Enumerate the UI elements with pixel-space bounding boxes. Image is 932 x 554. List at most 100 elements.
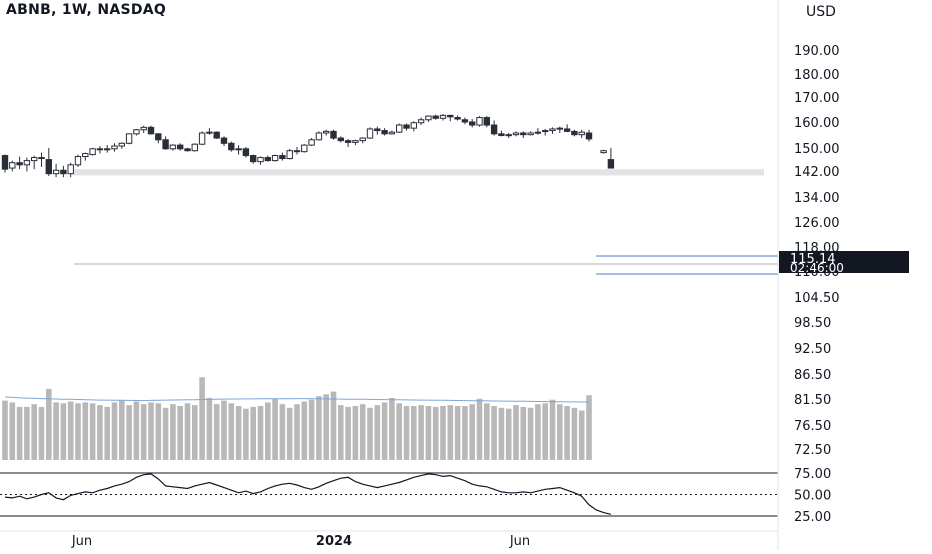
volume-bar bbox=[250, 406, 256, 460]
candle-body bbox=[242, 148, 250, 157]
candle-body bbox=[315, 132, 323, 141]
volume-bar bbox=[549, 399, 556, 460]
candle-body bbox=[585, 132, 593, 140]
volume-bar bbox=[301, 401, 308, 460]
candle-body bbox=[381, 130, 388, 135]
volume-bar bbox=[367, 407, 373, 460]
currency-selector[interactable]: USD bbox=[806, 4, 836, 20]
volume-bar bbox=[345, 406, 351, 460]
rsi-axis[interactable]: 75.00 50.00 25.00 bbox=[794, 467, 831, 525]
price-tick-label: 160.00 bbox=[794, 116, 840, 131]
price-tick-label: 86.50 bbox=[794, 368, 831, 383]
candle-body bbox=[301, 144, 308, 153]
candle-body bbox=[359, 137, 366, 142]
candle-body bbox=[147, 126, 155, 135]
candle-body bbox=[235, 148, 242, 151]
symbol-title[interactable]: ABNB, 1W, NASDAQ bbox=[6, 2, 167, 18]
candle-body bbox=[45, 159, 52, 175]
price-tick-label: 72.50 bbox=[794, 443, 831, 458]
last-price-label: 115.14 02:46:00 bbox=[779, 251, 909, 275]
candle-body bbox=[571, 130, 578, 136]
volume-bar bbox=[53, 402, 59, 460]
volume-bar bbox=[265, 402, 271, 460]
candle-body bbox=[184, 148, 191, 152]
volume-bar bbox=[294, 404, 300, 460]
candle-body bbox=[425, 115, 432, 121]
candle-body bbox=[578, 131, 585, 136]
candle-body bbox=[206, 131, 213, 134]
candle-body bbox=[337, 137, 345, 142]
volume-bar bbox=[498, 407, 505, 460]
candle-body bbox=[417, 119, 425, 124]
candle-body bbox=[82, 153, 89, 158]
volume-bar bbox=[513, 405, 519, 460]
volume-bar bbox=[199, 377, 205, 460]
candle-body bbox=[527, 132, 534, 136]
last-price-label-bg bbox=[779, 251, 909, 273]
volume-bar bbox=[111, 402, 118, 460]
candle-body bbox=[374, 128, 381, 132]
time-axis-label: 2024 bbox=[316, 534, 352, 549]
rsi-tick-label: 25.00 bbox=[794, 510, 831, 525]
rsi-tick-label: 50.00 bbox=[794, 489, 831, 504]
candle-body bbox=[38, 157, 45, 160]
candle-body bbox=[89, 148, 96, 156]
candle-body bbox=[257, 157, 264, 163]
volume-bar bbox=[286, 407, 293, 460]
last-price-value: 115.14 bbox=[790, 252, 836, 267]
volume-bar bbox=[155, 403, 162, 460]
time-axis-label: Jun bbox=[71, 534, 92, 549]
volume-bar bbox=[476, 398, 483, 460]
volume-bar bbox=[75, 403, 81, 460]
candle-body bbox=[96, 148, 104, 151]
volume-bar bbox=[381, 402, 388, 460]
volume-bar bbox=[484, 403, 490, 460]
candle-body bbox=[169, 144, 177, 150]
volume-bar bbox=[60, 403, 67, 460]
price-tick-label: 150.00 bbox=[794, 142, 840, 157]
volume-bar bbox=[330, 391, 337, 460]
volume-bar bbox=[243, 408, 249, 460]
countdown-timer: 02:46:00 bbox=[790, 261, 844, 275]
candle-body bbox=[439, 114, 447, 119]
candle-body bbox=[308, 139, 315, 146]
candle-body bbox=[352, 140, 359, 143]
price-tick-label: 142.00 bbox=[794, 165, 840, 180]
candle-body bbox=[23, 160, 31, 166]
candle-body bbox=[330, 130, 337, 139]
candle-body bbox=[220, 137, 228, 144]
candle-body bbox=[250, 155, 257, 163]
candle-body bbox=[388, 131, 396, 135]
volume-bar bbox=[2, 400, 8, 460]
candle-body bbox=[600, 150, 607, 154]
candle-body bbox=[118, 142, 125, 147]
volume-bar bbox=[462, 406, 468, 460]
volume-bar bbox=[352, 406, 359, 460]
candle-body bbox=[31, 157, 38, 162]
candle-body bbox=[469, 121, 476, 126]
candle-body bbox=[490, 124, 498, 135]
volume-bar bbox=[338, 405, 344, 460]
volume-bar bbox=[272, 398, 278, 460]
candle-body bbox=[534, 131, 542, 134]
volume-bar bbox=[359, 404, 366, 460]
candle-body bbox=[52, 169, 60, 175]
candle-body bbox=[483, 117, 491, 126]
candle-body bbox=[323, 130, 330, 134]
rsi-layer bbox=[0, 472, 778, 517]
volume-bar bbox=[184, 403, 191, 460]
volume-bar bbox=[206, 397, 213, 460]
candle-body bbox=[16, 162, 23, 166]
time-axis[interactable]: Jun 2024 Jun bbox=[71, 534, 530, 549]
volume-bar bbox=[469, 404, 475, 460]
volume-bar bbox=[67, 401, 74, 460]
volume-bar bbox=[527, 407, 534, 460]
volume-bar bbox=[31, 404, 37, 460]
volume-layer bbox=[2, 377, 592, 460]
volume-bar bbox=[316, 396, 322, 460]
price-lines-layer bbox=[596, 255, 778, 275]
candle-body bbox=[60, 169, 67, 175]
price-tick-label: 104.50 bbox=[794, 291, 840, 306]
